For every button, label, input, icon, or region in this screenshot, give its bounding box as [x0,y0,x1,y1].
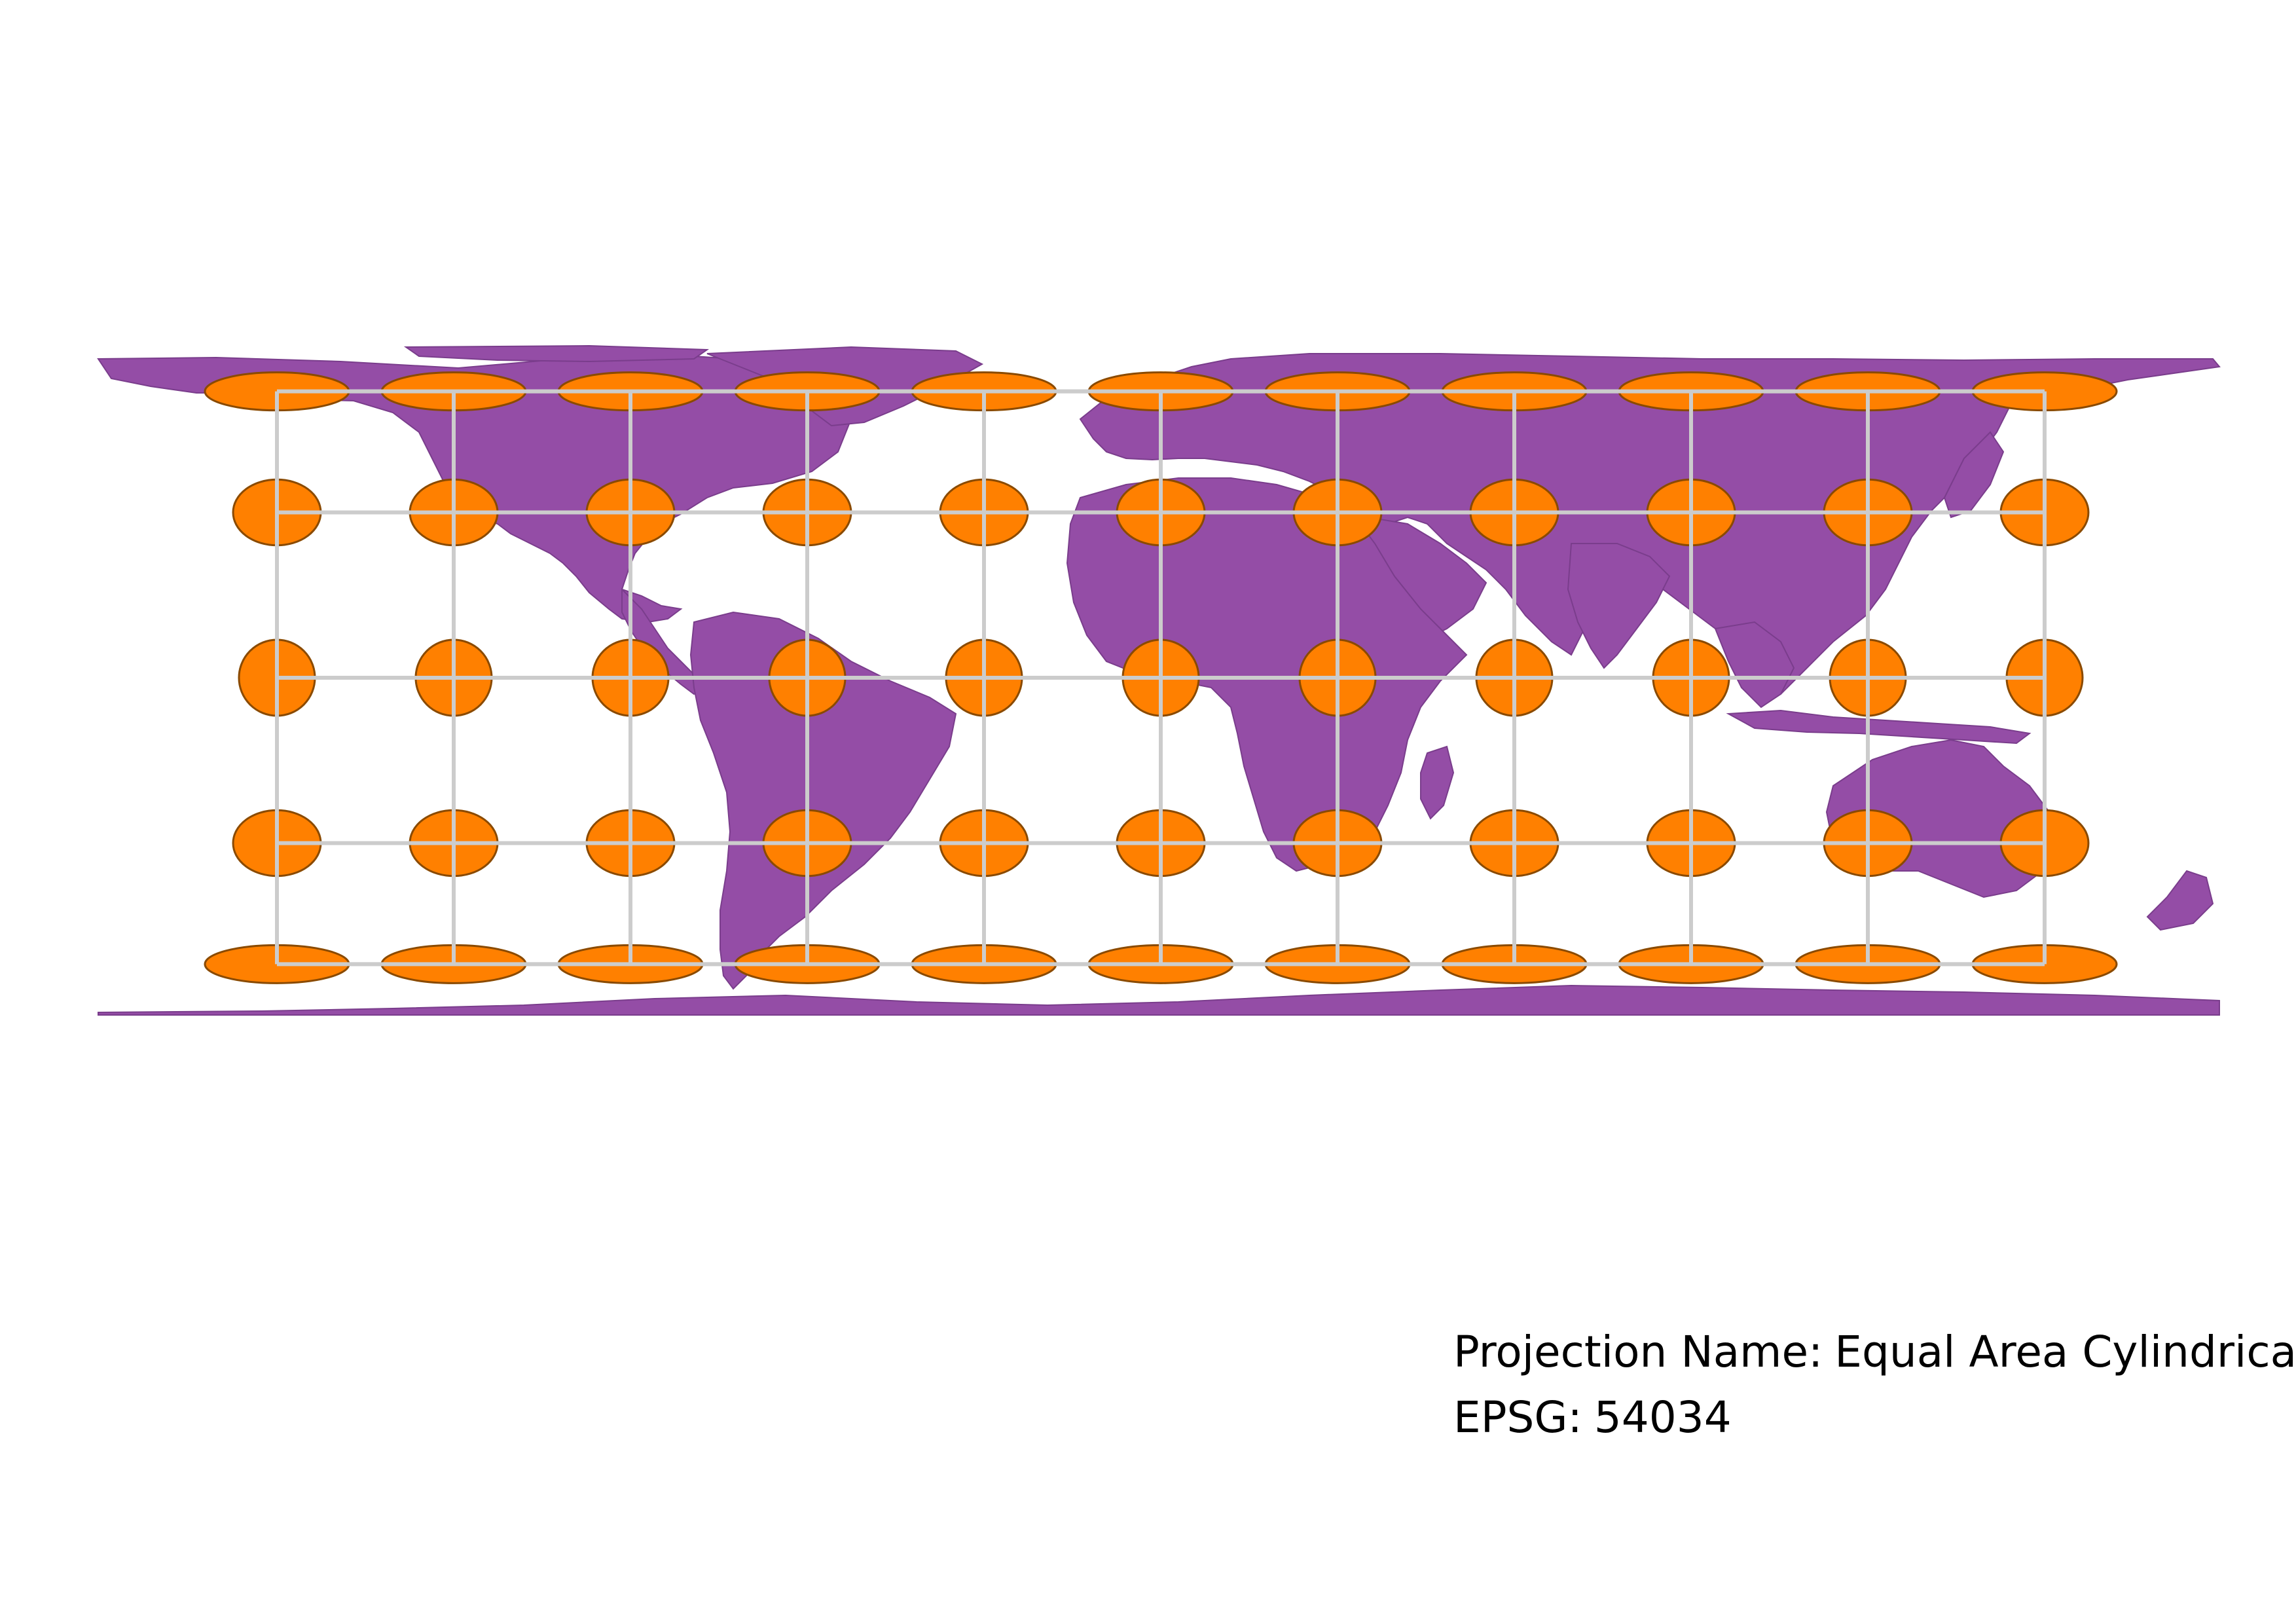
land-japan [1943,431,2005,519]
graticule [275,389,2047,967]
land-indonesia [1726,709,2032,745]
epsg-caption: EPSG: 54034 [1453,1396,1732,1439]
epsg-label: EPSG: [1453,1392,1582,1443]
land-antarctica [98,984,2220,1016]
projection-name-label: Projection Name: [1453,1327,1823,1377]
land-arctic-islands [403,344,710,363]
projection-name-caption: Projection Name: Equal Area Cylindrical [1453,1331,2296,1374]
land-india [1567,543,1671,669]
land-madagascar [1420,745,1455,820]
projection-name-value: Equal Area Cylindrical [1834,1327,2296,1377]
land-layer [97,344,2221,1016]
epsg-value: 54034 [1594,1392,1732,1443]
land-southeast-asia [1714,621,1795,709]
land-new-zealand [2146,870,2214,931]
